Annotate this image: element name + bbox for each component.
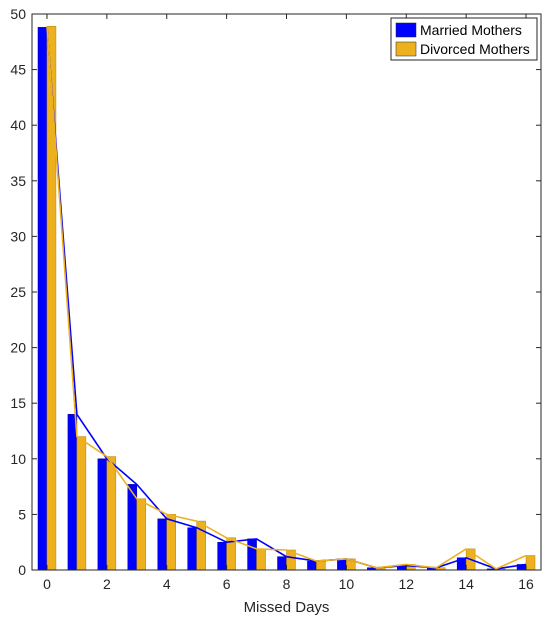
line-divorced (46, 26, 527, 570)
bar-married-4 (157, 518, 167, 571)
bar-divorced-0 (46, 25, 57, 571)
x-axis-label: Missed Days (244, 599, 330, 616)
x-axis: 0 2 4 6 8 10 12 14 16 (43, 14, 534, 592)
x-tick-label: 14 (458, 576, 474, 592)
x-tick-label: 12 (398, 576, 414, 592)
x-tick-label: 8 (283, 576, 291, 592)
bars-layer (37, 25, 536, 571)
y-tick-label: 20 (10, 340, 26, 356)
legend: Married Mothers Divorced Mothers (390, 17, 538, 61)
y-tick-label: 45 (10, 62, 26, 78)
bar-divorced-1 (76, 436, 87, 571)
y-tick-label: 10 (10, 451, 26, 467)
x-tick-label: 0 (43, 576, 51, 592)
lines-layer (46, 26, 527, 570)
y-axis: 0 5 10 15 20 25 30 35 40 45 50 (10, 6, 541, 578)
y-tick-label: 35 (10, 173, 26, 189)
x-tick-label: 6 (223, 576, 231, 592)
line-married (46, 27, 527, 570)
y-tick-label: 0 (18, 562, 26, 578)
x-tick-label: 2 (103, 576, 111, 592)
bar-divorced-3 (136, 498, 147, 571)
x-tick-label: 4 (163, 576, 171, 592)
bar-divorced-9 (316, 560, 326, 571)
x-tick-label: 16 (518, 576, 534, 592)
bar-married-7 (247, 538, 257, 571)
y-tick-label: 5 (18, 506, 26, 522)
bar-married-10 (337, 558, 347, 571)
bar-divorced-4 (166, 514, 176, 571)
legend-swatch-divorced (395, 41, 417, 57)
legend-label-divorced: Divorced Mothers (420, 41, 530, 57)
bar-married-9 (307, 560, 317, 571)
legend-swatch-married (395, 22, 417, 38)
bar-married-1 (67, 414, 78, 571)
y-tick-label: 25 (10, 284, 26, 300)
y-tick-label: 50 (10, 6, 26, 22)
bar-divorced-2 (106, 456, 117, 571)
bar-married-6 (217, 541, 227, 571)
y-tick-label: 15 (10, 395, 26, 411)
y-tick-label: 40 (10, 117, 26, 133)
y-tick-label: 30 (10, 228, 26, 244)
bar-married-2 (97, 458, 108, 571)
bar-divorced-7 (256, 548, 266, 571)
bar-married-8 (277, 556, 287, 571)
bar-married-0 (37, 27, 48, 571)
bar-divorced-16 (525, 555, 536, 571)
bar-married-5 (187, 527, 197, 571)
x-tick-label: 10 (339, 576, 355, 592)
legend-label-married: Married Mothers (420, 22, 522, 38)
